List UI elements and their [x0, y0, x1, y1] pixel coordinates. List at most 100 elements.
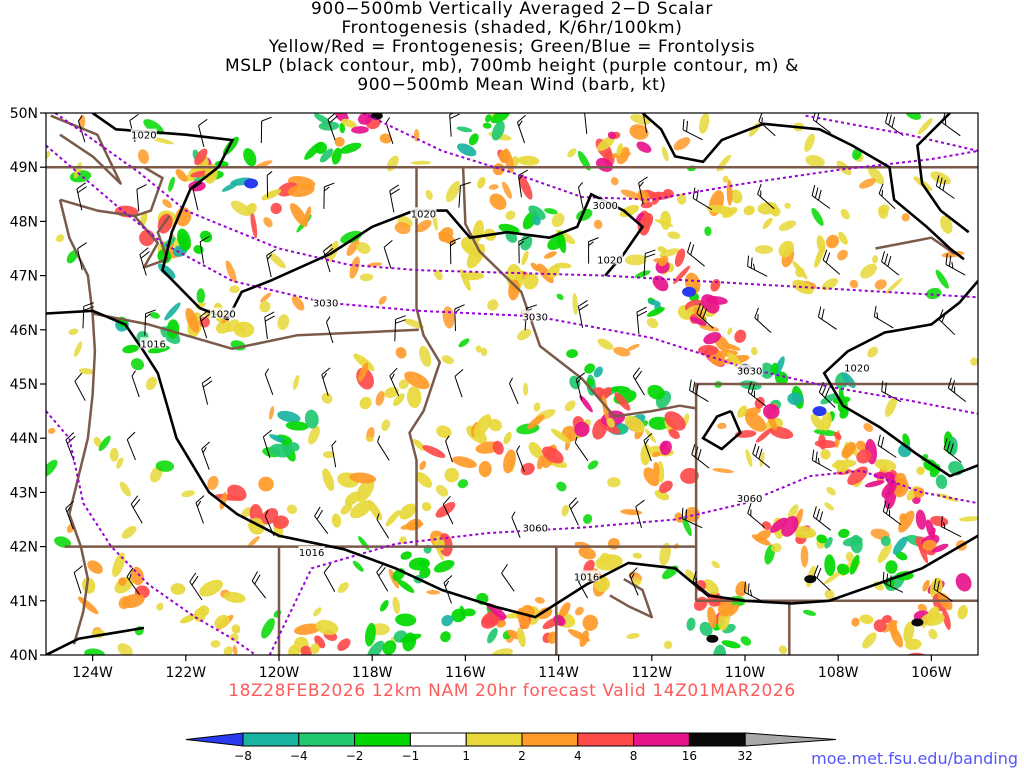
colorbar-tick-label: −1 [402, 749, 420, 763]
mslp-contour [46, 626, 145, 655]
title-line-5: 900−500mb Mean Wind (barb, kt) [357, 75, 667, 95]
lon-tick-label: 114W [538, 665, 579, 681]
wind-barb [635, 499, 645, 529]
wind-barb [130, 495, 143, 524]
lon-tick-label: 122W [166, 665, 207, 681]
wind-barb [201, 441, 211, 470]
wind-barb [516, 114, 526, 144]
wind-barb [325, 316, 334, 344]
website-link[interactable]: moe.met.fsu.edu/banding [811, 749, 1018, 768]
wind-barb [321, 367, 331, 396]
wind-barb [195, 495, 205, 524]
colorbar-segment [521, 732, 579, 747]
title-line-1: 900−500mb Vertically Averaged 2−D Scalar [311, 0, 713, 19]
lat-tick-label: 49N [10, 160, 38, 176]
wind-barb [394, 315, 406, 342]
map-axes: 50N 49N 48N 47N 46N 45N 44N 43N 42N 41N 40N 124W 122… [10, 106, 952, 681]
colorbar-segment [577, 732, 635, 747]
height-contour-label: 3030 [737, 366, 762, 377]
title-line-3: Yellow/Red = Frontogenesis; Green/Blue =… [268, 37, 756, 57]
colorbar-tick-label: −8 [234, 749, 252, 763]
wind-barb [331, 440, 337, 468]
mslp-contour-label: 1016 [574, 572, 599, 583]
wind-barb [588, 237, 599, 264]
wind-barb [76, 182, 87, 211]
wind-barb [757, 183, 775, 210]
wind-barb [389, 367, 400, 397]
wind-barb [822, 249, 841, 275]
wind-barb [377, 435, 390, 461]
mslp-contour-label: 1020 [210, 310, 235, 321]
height-contour-label: 3030 [523, 312, 548, 323]
border-line [59, 166, 164, 218]
border-line [609, 578, 654, 619]
wind-barb [189, 572, 203, 601]
wind-barb [264, 311, 275, 340]
colorbar-min-arrow [185, 732, 244, 747]
lon-tick-label: 112W [632, 665, 673, 681]
wind-barb [262, 429, 273, 458]
colorbar-tick-label: −2 [346, 749, 364, 763]
colorbar-tick-label: 2 [518, 749, 526, 763]
mslp-contour-label: 1020 [844, 364, 869, 375]
wind-barb [747, 381, 766, 407]
height-contour-label: 3000 [592, 201, 617, 212]
wind-barb [935, 175, 955, 199]
lat-tick-label: 43N [10, 485, 38, 501]
wind-barb [199, 235, 210, 264]
wind-barb [74, 372, 86, 401]
border-line [58, 199, 97, 645]
colorbar: −8 −4 −2 −1 1 2 4 8 16 32 [185, 732, 837, 763]
border-line [875, 236, 956, 255]
wind-barb [575, 372, 586, 401]
wind-barb [811, 185, 831, 209]
lon-tick-label: 106W [911, 665, 952, 681]
wind-barb [878, 183, 896, 210]
lat-tick-label: 40N [10, 648, 38, 664]
wind-barb [454, 368, 464, 398]
height-contour [805, 114, 978, 152]
colorbar-segment [354, 732, 411, 747]
wind-barb [877, 434, 897, 458]
wind-barb [747, 502, 765, 528]
mslp-contour-label: 1020 [131, 131, 156, 142]
wind-barb [449, 237, 461, 265]
wind-barb [201, 376, 213, 405]
wind-barb [136, 184, 147, 212]
mslp-contour [701, 409, 742, 451]
wind-barb [266, 249, 276, 278]
wind-barb [692, 571, 711, 596]
mslp-contour [822, 280, 978, 478]
colorbar-segment [298, 732, 356, 747]
wind-barb [643, 249, 656, 276]
wind-barb [139, 247, 150, 276]
colorbar-tick-label: 4 [574, 749, 582, 763]
border-line [408, 167, 442, 547]
mslp-contour-label: 1020 [411, 209, 436, 220]
wind-barb [882, 571, 904, 593]
lat-tick-label: 47N [10, 269, 38, 285]
height-contour-label: 3030 [313, 299, 338, 310]
lat-tick-label: 44N [10, 431, 38, 447]
wind-barb [747, 255, 768, 277]
wind-barb [636, 306, 648, 335]
mslp-contour [46, 309, 978, 619]
wind-barb [126, 567, 141, 596]
wind-barb [65, 500, 75, 530]
wind-barb [260, 116, 272, 144]
wind-barb [568, 497, 579, 526]
height-contour [54, 113, 978, 299]
lat-tick-label: 46N [10, 323, 38, 339]
wind-barb [691, 444, 710, 469]
mslp-contour [641, 113, 965, 261]
colorbar-segment [633, 732, 690, 747]
forecast-valid-time: 18Z28FEB2026 12km NAM 20hr forecast Vali… [228, 681, 796, 701]
height-contours [46, 113, 978, 655]
wind-barbs [65, 113, 967, 604]
wind-barb [811, 449, 832, 472]
wind-barb [696, 303, 714, 329]
wind-barb [818, 382, 836, 408]
height-contour [46, 410, 257, 655]
border-line [133, 215, 171, 269]
